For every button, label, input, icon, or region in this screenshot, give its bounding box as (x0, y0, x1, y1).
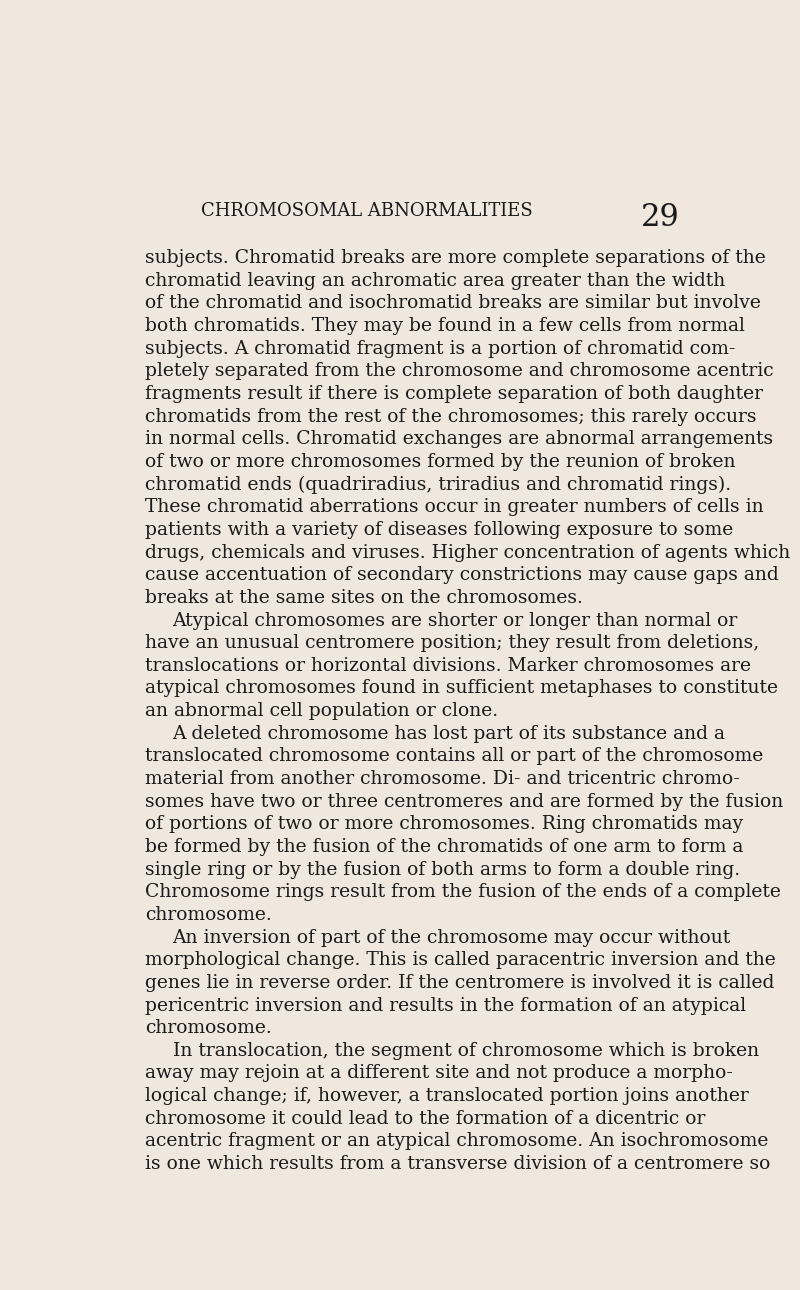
Text: an abnormal cell population or clone.: an abnormal cell population or clone. (145, 702, 498, 720)
Text: translocated chromosome contains all or part of the chromosome: translocated chromosome contains all or … (145, 747, 763, 765)
Text: of portions of two or more chromosomes. Ring chromatids may: of portions of two or more chromosomes. … (145, 815, 742, 833)
Text: pletely separated from the chromosome and chromosome acentric: pletely separated from the chromosome an… (145, 362, 774, 381)
Text: A deleted chromosome has lost part of its substance and a: A deleted chromosome has lost part of it… (173, 725, 726, 743)
Text: of the chromatid and isochromatid breaks are similar but involve: of the chromatid and isochromatid breaks… (145, 294, 761, 312)
Text: acentric fragment or an atypical chromosome. An isochromosome: acentric fragment or an atypical chromos… (145, 1133, 768, 1151)
Text: atypical chromosomes found in sufficient metaphases to constitute: atypical chromosomes found in sufficient… (145, 680, 778, 698)
Text: somes have two or three centromeres and are formed by the fusion: somes have two or three centromeres and … (145, 792, 783, 810)
Text: logical change; if, however, a translocated portion joins another: logical change; if, however, a transloca… (145, 1087, 748, 1106)
Text: drugs, chemicals and viruses. Higher concentration of agents which: drugs, chemicals and viruses. Higher con… (145, 543, 790, 561)
Text: CHROMOSOMAL ABNORMALITIES: CHROMOSOMAL ABNORMALITIES (201, 203, 533, 221)
Text: fragments result if there is complete separation of both daughter: fragments result if there is complete se… (145, 384, 762, 402)
Text: away may rejoin at a different site and not produce a morpho-: away may rejoin at a different site and … (145, 1064, 733, 1082)
Text: single ring or by the fusion of both arms to form a double ring.: single ring or by the fusion of both arm… (145, 860, 740, 878)
Text: have an unusual centromere position; they result from deletions,: have an unusual centromere position; the… (145, 635, 759, 653)
Text: in normal cells. Chromatid exchanges are abnormal arrangements: in normal cells. Chromatid exchanges are… (145, 431, 773, 449)
Text: patients with a variety of diseases following exposure to some: patients with a variety of diseases foll… (145, 521, 733, 539)
Text: is one which results from a transverse division of a centromere so: is one which results from a transverse d… (145, 1155, 770, 1173)
Text: chromatid ends (quadriradius, triradius and chromatid rings).: chromatid ends (quadriradius, triradius … (145, 476, 730, 494)
Text: translocations or horizontal divisions. Marker chromosomes are: translocations or horizontal divisions. … (145, 657, 750, 675)
Text: 29: 29 (641, 203, 680, 233)
Text: chromatid leaving an achromatic area greater than the width: chromatid leaving an achromatic area gre… (145, 272, 725, 290)
Text: be formed by the fusion of the chromatids of one arm to form a: be formed by the fusion of the chromatid… (145, 838, 743, 857)
Text: cause accentuation of secondary constrictions may cause gaps and: cause accentuation of secondary constric… (145, 566, 778, 584)
Text: In translocation, the segment of chromosome which is broken: In translocation, the segment of chromos… (173, 1042, 758, 1060)
Text: breaks at the same sites on the chromosomes.: breaks at the same sites on the chromoso… (145, 588, 582, 606)
Text: morphological change. This is called paracentric inversion and the: morphological change. This is called par… (145, 951, 775, 969)
Text: of two or more chromosomes formed by the reunion of broken: of two or more chromosomes formed by the… (145, 453, 735, 471)
Text: subjects. A chromatid fragment is a portion of chromatid com-: subjects. A chromatid fragment is a port… (145, 339, 735, 357)
Text: genes lie in reverse order. If the centromere is involved it is called: genes lie in reverse order. If the centr… (145, 974, 774, 992)
Text: An inversion of part of the chromosome may occur without: An inversion of part of the chromosome m… (173, 929, 730, 947)
Text: pericentric inversion and results in the formation of an atypical: pericentric inversion and results in the… (145, 996, 746, 1014)
Text: chromosome.: chromosome. (145, 906, 271, 924)
Text: chromosome.: chromosome. (145, 1019, 271, 1037)
Text: material from another chromosome. Di- and tricentric chromo-: material from another chromosome. Di- an… (145, 770, 739, 788)
Text: both chromatids. They may be found in a few cells from normal: both chromatids. They may be found in a … (145, 317, 745, 335)
Text: subjects. Chromatid breaks are more complete separations of the: subjects. Chromatid breaks are more comp… (145, 249, 766, 267)
Text: Chromosome rings result from the fusion of the ends of a complete: Chromosome rings result from the fusion … (145, 884, 781, 902)
Text: chromosome it could lead to the formation of a dicentric or: chromosome it could lead to the formatio… (145, 1109, 705, 1127)
Text: These chromatid aberrations occur in greater numbers of cells in: These chromatid aberrations occur in gre… (145, 498, 763, 516)
Text: chromatids from the rest of the chromosomes; this rarely occurs: chromatids from the rest of the chromoso… (145, 408, 756, 426)
Text: Atypical chromosomes are shorter or longer than normal or: Atypical chromosomes are shorter or long… (173, 611, 738, 630)
